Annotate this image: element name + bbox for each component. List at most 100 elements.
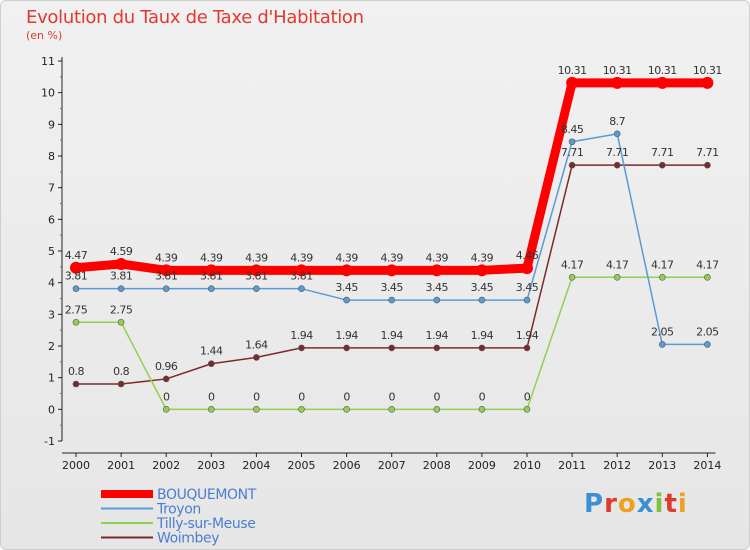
data-label: 7.71 bbox=[651, 146, 674, 159]
data-point bbox=[433, 344, 441, 352]
data-point bbox=[658, 273, 666, 281]
data-point bbox=[701, 76, 714, 89]
legend-label: Troyon bbox=[156, 502, 201, 518]
data-label: 1.94 bbox=[471, 329, 494, 342]
data-label: 4.39 bbox=[200, 251, 223, 264]
x-tick-label: 2002 bbox=[152, 459, 180, 472]
data-point bbox=[208, 406, 215, 413]
data-label: 4.39 bbox=[471, 251, 494, 264]
data-point bbox=[72, 318, 80, 326]
data-label: 2.05 bbox=[651, 325, 674, 338]
data-point bbox=[388, 344, 396, 352]
data-label: 4.39 bbox=[426, 251, 449, 264]
chart-title: Evolution du Taux de Taxe d'Habitation bbox=[26, 7, 364, 28]
logo-letter: r bbox=[604, 489, 618, 519]
data-point bbox=[523, 344, 531, 352]
data-label: 4.17 bbox=[561, 258, 584, 271]
data-point bbox=[250, 264, 263, 277]
data-label: 0 bbox=[298, 390, 305, 403]
data-label: 3.81 bbox=[290, 270, 313, 283]
proxiti-logo: Proxiti bbox=[584, 489, 688, 519]
data-point bbox=[523, 406, 531, 413]
data-label: 1.64 bbox=[245, 338, 268, 351]
data-label: 3.81 bbox=[65, 270, 88, 283]
data-point bbox=[521, 262, 533, 275]
data-point bbox=[566, 76, 579, 89]
data-point bbox=[343, 296, 350, 304]
data-point bbox=[295, 264, 308, 277]
x-tick-label: 2012 bbox=[603, 459, 631, 472]
data-label: 0 bbox=[208, 390, 215, 403]
data-point bbox=[523, 296, 531, 304]
data-label: 2.05 bbox=[696, 325, 719, 338]
data-label: 0.8 bbox=[113, 365, 129, 378]
data-label: 4.39 bbox=[290, 251, 313, 264]
data-label: 4.39 bbox=[155, 251, 178, 264]
data-point bbox=[656, 76, 669, 89]
data-label: 10.31 bbox=[693, 64, 722, 77]
data-label: 1.94 bbox=[290, 329, 313, 342]
x-tick-label: 2014 bbox=[693, 459, 721, 472]
data-label: 1.94 bbox=[335, 329, 358, 342]
data-point bbox=[613, 130, 621, 138]
data-point bbox=[658, 161, 666, 169]
x-tick-label: 2007 bbox=[378, 459, 406, 472]
data-point bbox=[433, 406, 441, 413]
data-label: 8.45 bbox=[561, 123, 584, 136]
data-point bbox=[162, 406, 170, 413]
data-point bbox=[613, 161, 621, 169]
data-point bbox=[70, 261, 82, 274]
data-label: 3.81 bbox=[200, 270, 223, 283]
y-tick-label: 8 bbox=[48, 150, 55, 163]
data-point bbox=[208, 360, 215, 368]
data-label: 8.7 bbox=[609, 115, 625, 128]
data-label: 0 bbox=[163, 390, 170, 403]
x-tick-label: 2003 bbox=[197, 459, 225, 472]
data-point bbox=[205, 264, 218, 277]
data-label: 4.17 bbox=[696, 258, 719, 271]
data-label: 1.94 bbox=[426, 329, 449, 342]
data-label: 7.71 bbox=[606, 146, 629, 159]
data-label: 10.31 bbox=[558, 64, 587, 77]
data-point bbox=[704, 341, 711, 348]
data-label: 2.75 bbox=[65, 303, 88, 316]
data-point bbox=[658, 341, 666, 348]
data-label: 10.31 bbox=[648, 64, 677, 77]
data-point bbox=[568, 161, 576, 169]
x-tick-label: 2000 bbox=[62, 459, 90, 472]
data-label: 1.94 bbox=[380, 329, 403, 342]
data-label: 2.75 bbox=[110, 303, 133, 316]
y-tick-label: 9 bbox=[48, 118, 55, 131]
data-label: 0 bbox=[524, 390, 531, 403]
data-point bbox=[611, 76, 624, 89]
data-point bbox=[343, 344, 350, 352]
logo-letter: x bbox=[636, 489, 655, 519]
data-point bbox=[340, 264, 353, 277]
data-point bbox=[433, 296, 441, 304]
data-label: 10.31 bbox=[603, 64, 632, 77]
y-tick-label: 1 bbox=[48, 372, 55, 385]
data-label: 7.71 bbox=[561, 146, 584, 159]
series-line-bouquemont bbox=[71, 78, 712, 275]
data-label: 4.46 bbox=[516, 249, 539, 262]
data-label: 3.81 bbox=[155, 270, 178, 283]
y-tick-label: 4 bbox=[48, 277, 55, 290]
data-point bbox=[385, 264, 398, 277]
y-tick-label: -1 bbox=[44, 435, 55, 448]
y-tick-label: 11 bbox=[41, 55, 55, 68]
data-label: 4.47 bbox=[65, 249, 88, 262]
data-point bbox=[613, 273, 621, 281]
data-label: 4.59 bbox=[110, 245, 133, 258]
legend-label: BOUQUEMONT bbox=[157, 487, 257, 503]
data-point bbox=[117, 285, 125, 292]
data-point bbox=[298, 344, 305, 352]
data-point bbox=[298, 406, 305, 413]
data-label: 4.39 bbox=[335, 251, 358, 264]
data-point bbox=[162, 375, 170, 383]
data-point bbox=[117, 380, 125, 388]
data-label: 4.39 bbox=[245, 251, 268, 264]
data-point bbox=[568, 138, 576, 146]
y-tick-label: 5 bbox=[48, 245, 55, 258]
data-label: 3.45 bbox=[516, 281, 539, 294]
